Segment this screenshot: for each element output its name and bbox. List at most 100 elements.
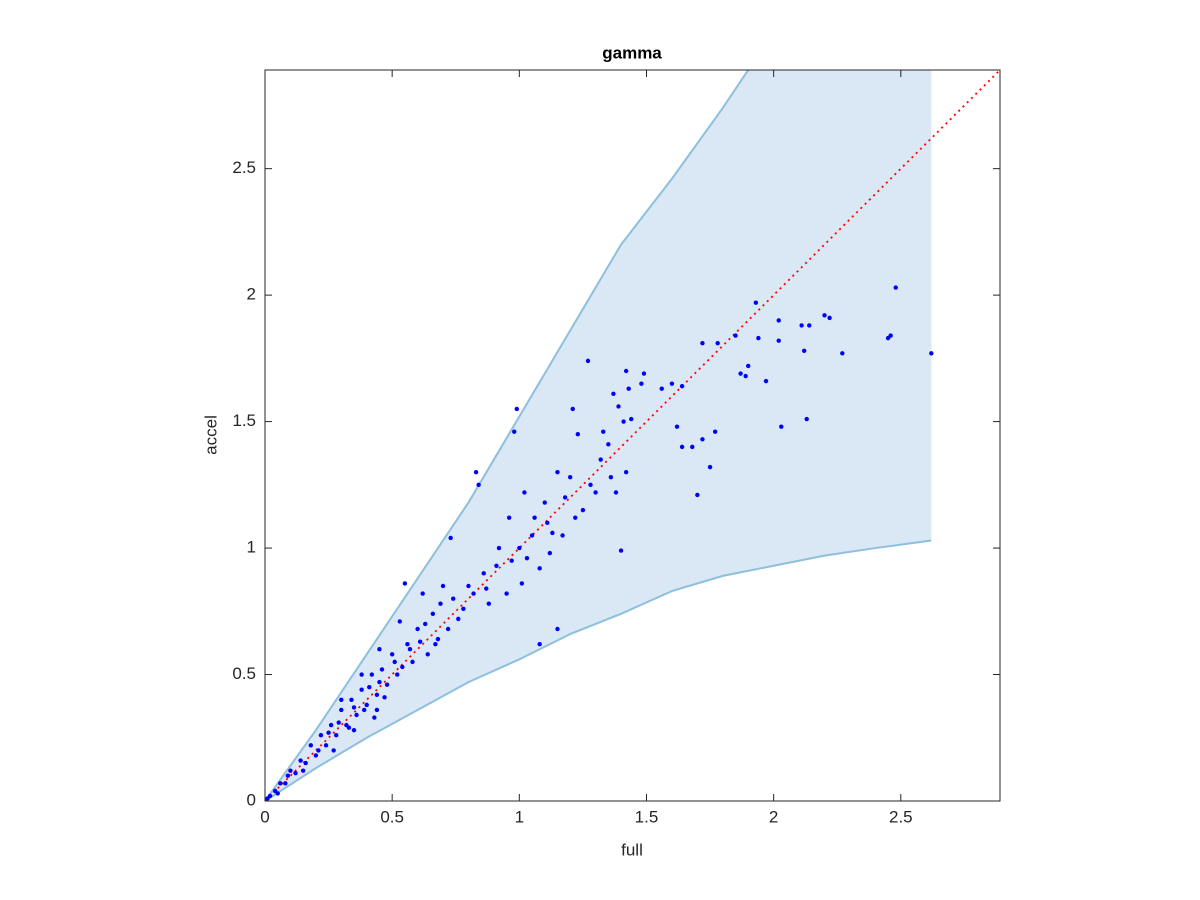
data-point <box>537 641 542 647</box>
x-axis-label: full <box>621 840 643 859</box>
data-point <box>331 748 336 753</box>
x-tick-label: 0.5 <box>380 807 404 826</box>
data-point <box>629 416 634 422</box>
chart-title: gamma <box>602 43 662 62</box>
data-point <box>707 464 713 470</box>
data-point <box>893 285 898 290</box>
data-point <box>801 348 807 353</box>
y-tick-label: 0.5 <box>232 664 256 683</box>
data-point <box>486 601 492 606</box>
data-point <box>776 318 781 323</box>
data-point <box>804 416 809 422</box>
axes-box <box>264 69 1001 802</box>
y-tick-label: 1 <box>247 538 256 557</box>
data-point <box>494 563 499 568</box>
data-point <box>598 457 603 462</box>
data-point <box>743 373 748 379</box>
data-point <box>885 335 891 341</box>
data-point <box>700 340 705 346</box>
data-point <box>275 791 280 796</box>
data-point <box>484 586 489 591</box>
data-point <box>588 482 593 488</box>
data-point <box>695 492 700 498</box>
data-point <box>562 495 568 500</box>
data-point <box>690 444 695 450</box>
data-point <box>451 596 456 601</box>
data-point <box>799 323 804 328</box>
data-point <box>288 768 293 773</box>
data-point <box>481 571 486 576</box>
data-point <box>417 639 423 644</box>
data-point <box>466 583 471 589</box>
confidence-band <box>265 70 932 801</box>
data-point <box>397 619 402 624</box>
data-point <box>616 404 621 409</box>
data-point <box>313 753 319 758</box>
data-point <box>529 533 535 538</box>
data-point <box>524 555 530 561</box>
x-tick-label: 1.5 <box>635 807 659 826</box>
data-point <box>567 475 573 480</box>
data-point <box>840 351 845 356</box>
data-point <box>448 535 453 541</box>
data-point <box>827 315 832 321</box>
data-point <box>618 548 624 553</box>
data-point <box>580 507 586 513</box>
data-point <box>430 611 436 617</box>
data-point <box>374 707 380 713</box>
data-point <box>613 490 619 495</box>
data-point <box>593 490 598 495</box>
data-point <box>542 500 547 505</box>
data-point <box>674 424 680 429</box>
data-point <box>621 419 626 424</box>
data-point <box>346 725 352 730</box>
data-point <box>550 530 555 536</box>
data-point <box>389 652 395 657</box>
data-point <box>514 406 519 412</box>
data-point <box>733 333 738 338</box>
data-point <box>626 386 631 391</box>
data-point <box>405 641 410 647</box>
data-point <box>712 429 718 434</box>
data-point <box>606 442 611 447</box>
data-point <box>506 515 512 520</box>
data-point <box>445 626 451 632</box>
data-point <box>349 697 354 703</box>
data-point <box>420 591 425 596</box>
data-point <box>293 770 298 776</box>
data-point <box>738 371 743 376</box>
data-point <box>822 313 827 318</box>
data-point <box>517 545 522 551</box>
y-tick-label: 2 <box>247 285 256 304</box>
data-point <box>522 490 527 495</box>
data-point <box>575 432 581 437</box>
data-point <box>374 692 380 697</box>
data-point <box>659 386 664 391</box>
data-point <box>379 667 385 672</box>
plot-area <box>265 70 1000 801</box>
data-point <box>364 702 369 708</box>
data-point <box>438 601 443 606</box>
data-point <box>509 558 514 563</box>
x-tick-label: 1 <box>515 807 524 826</box>
data-point <box>473 469 479 475</box>
data-point <box>560 533 565 538</box>
data-point <box>715 340 720 346</box>
data-point <box>601 429 606 434</box>
data-point <box>407 647 413 652</box>
data-point <box>623 368 629 374</box>
data-point <box>392 659 397 665</box>
data-point <box>779 424 784 429</box>
data-point <box>807 323 812 328</box>
data-point <box>545 520 550 525</box>
data-point <box>369 672 375 677</box>
data-point <box>334 733 339 738</box>
data-point <box>300 768 306 773</box>
data-point <box>585 358 591 364</box>
data-point <box>532 515 537 520</box>
x-tick-label: 0 <box>260 807 269 826</box>
data-point <box>382 695 387 700</box>
data-point <box>359 672 364 677</box>
data-point <box>336 720 341 725</box>
